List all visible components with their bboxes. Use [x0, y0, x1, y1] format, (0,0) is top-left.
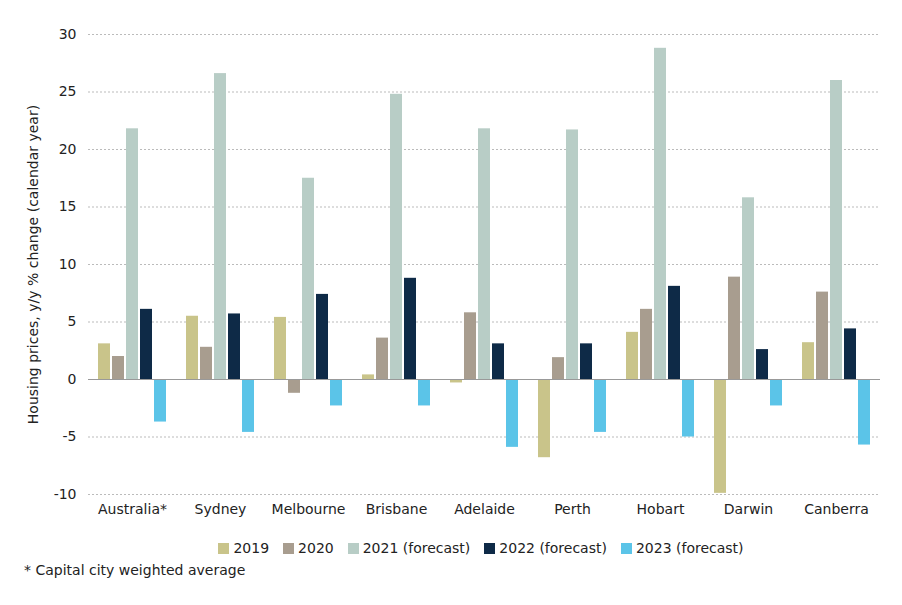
svg-text:15: 15 — [59, 198, 77, 214]
svg-text:-5: -5 — [63, 428, 77, 444]
svg-text:Darwin: Darwin — [724, 501, 773, 517]
svg-text:0: 0 — [68, 371, 77, 387]
svg-text:Sydney: Sydney — [195, 501, 247, 517]
svg-text:5: 5 — [68, 313, 77, 329]
svg-text:Canberra: Canberra — [804, 501, 869, 517]
html-text:2022 (forecast): 2022 (forecast) — [499, 540, 607, 556]
html-text:* Capital city weighted averag: * Capital city weighted average — [24, 562, 246, 578]
svg-text:Melbourne: Melbourne — [272, 501, 346, 517]
svg-text:Perth: Perth — [554, 501, 591, 517]
svg-text:30: 30 — [59, 26, 77, 42]
svg-text:Housing prices, y/y % change (: Housing prices, y/y % change (calendar y… — [25, 105, 41, 424]
html-text:2023 (forecast): 2023 (forecast) — [636, 540, 744, 556]
svg-text:-10: -10 — [54, 486, 77, 502]
svg-text:Brisbane: Brisbane — [366, 501, 428, 517]
html-text:2020: 2020 — [298, 540, 334, 556]
svg-text:20: 20 — [59, 141, 77, 157]
svg-text:Hobart: Hobart — [637, 501, 685, 517]
svg-text:10: 10 — [59, 256, 77, 272]
svg-text:25: 25 — [59, 83, 77, 99]
svg-text:Australia*: Australia* — [98, 501, 167, 517]
html-text:2019: 2019 — [233, 540, 270, 556]
svg-text:Adelaide: Adelaide — [454, 501, 515, 517]
html-text:2021 (forecast): 2021 (forecast) — [362, 540, 471, 556]
